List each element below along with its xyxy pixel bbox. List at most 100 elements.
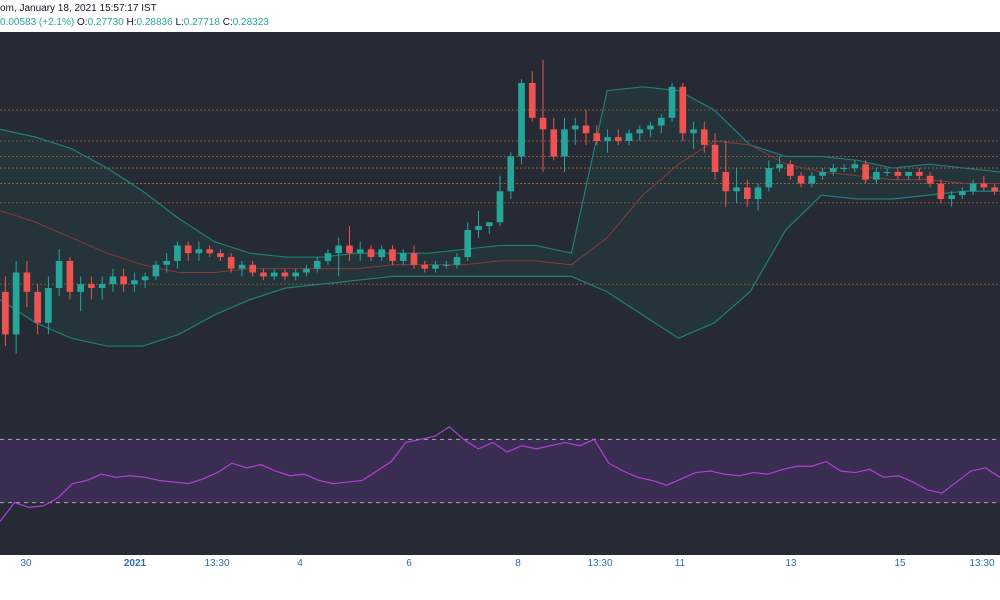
rsi-band-fill — [0, 439, 1000, 503]
candle-body — [141, 276, 149, 281]
candle-body — [195, 249, 203, 254]
candle-body — [206, 249, 214, 254]
candle-body — [442, 264, 450, 266]
candle-body — [905, 171, 912, 176]
bollinger-lower-band — [0, 190, 1000, 347]
candle-body — [539, 117, 547, 130]
x-tick-label: 30 — [20, 558, 32, 569]
x-tick-label: 11 — [674, 558, 686, 569]
candle-body — [378, 249, 386, 258]
candle-body — [614, 137, 622, 141]
candle-body — [313, 260, 321, 269]
candle-body — [496, 191, 504, 223]
candle-body — [507, 156, 515, 192]
candle-body — [980, 183, 988, 188]
candle-body — [937, 183, 945, 200]
candle-body — [754, 187, 762, 200]
candle-body — [346, 245, 353, 254]
candle-body — [324, 253, 332, 261]
x-tick-label: 8 — [515, 558, 521, 569]
candle-body — [399, 253, 407, 261]
candle-body — [475, 226, 482, 230]
candle-body — [270, 272, 278, 277]
candle-body — [23, 272, 31, 292]
candle-body — [894, 171, 902, 176]
candle-body — [830, 168, 837, 172]
candle-body — [174, 245, 181, 261]
bottom-margin — [0, 574, 1000, 600]
candle-body — [593, 133, 601, 141]
candle-body — [109, 276, 117, 285]
candle-body — [722, 171, 730, 192]
candle-body — [647, 125, 654, 130]
candle-body — [184, 245, 192, 254]
candle-body — [485, 222, 493, 227]
candle-body — [926, 175, 934, 184]
candle-body — [518, 82, 525, 157]
candle-body — [786, 164, 794, 176]
candle-body — [959, 191, 966, 196]
bollinger-upper-band — [0, 86, 1000, 258]
candle-body — [711, 144, 719, 172]
time-axis[interactable]: 30 2021 13:30 4 6 8 13:30 11 13 15 13:30 — [0, 555, 1000, 574]
x-tick-label: 13:30 — [969, 558, 995, 569]
candle-body — [873, 171, 880, 180]
candle-body — [367, 249, 375, 258]
candle-body — [851, 164, 859, 169]
candle-body — [131, 280, 138, 285]
candle-body — [12, 272, 20, 335]
candle-body — [733, 187, 740, 192]
candle-body — [410, 253, 418, 265]
candle-body — [77, 284, 84, 292]
chart-area[interactable] — [0, 32, 1000, 555]
candle-body — [582, 125, 590, 134]
open-value: 0.27730 — [87, 17, 124, 28]
x-tick-label: 4 — [297, 558, 303, 569]
candle-body — [690, 129, 697, 134]
high-value: 0.28836 — [136, 17, 173, 28]
candle-body — [55, 260, 63, 289]
candle-body — [292, 272, 300, 277]
candle-body — [88, 284, 95, 289]
chart-title-timestamp: om, January 18, 2021 15:57:17 IST — [0, 3, 157, 14]
candle-body — [743, 187, 751, 200]
candle-body — [249, 264, 257, 273]
candle-body — [98, 284, 106, 289]
candle-body — [421, 264, 429, 269]
candle-body — [356, 249, 364, 254]
x-tick-label: 13:30 — [587, 558, 613, 569]
close-label: C: — [222, 17, 233, 28]
candle-body — [120, 276, 127, 285]
rsi-line — [0, 426, 1000, 522]
candle-body — [797, 175, 805, 184]
candle-body — [453, 257, 461, 265]
candle-body — [700, 129, 708, 145]
candle-body — [819, 171, 826, 176]
candle-body — [2, 291, 9, 335]
price-change: 0.00583 (+2.1%) — [0, 17, 75, 28]
candle-body — [464, 229, 472, 258]
candle-body — [528, 82, 536, 118]
high-label: H: — [126, 17, 137, 28]
candle-body — [281, 272, 289, 277]
candle-body — [625, 133, 633, 141]
x-tick-label: 6 — [406, 558, 412, 569]
candle-body — [260, 272, 267, 277]
candle-body — [34, 291, 41, 323]
candle-body — [45, 288, 52, 323]
candlestick-chart[interactable] — [0, 32, 1000, 555]
x-tick-label: 2021 — [123, 558, 147, 569]
candle-body — [883, 171, 891, 173]
candle-body — [66, 260, 74, 292]
candle-body — [657, 117, 665, 126]
candle-body — [550, 129, 558, 157]
candle-body — [776, 164, 783, 169]
x-tick-label: 13:30 — [204, 558, 230, 569]
candle-body — [991, 187, 998, 192]
candle-body — [163, 260, 170, 265]
candle-body — [389, 249, 396, 261]
candle-body — [561, 129, 568, 157]
candle-body — [840, 168, 848, 170]
candle-body — [916, 171, 923, 176]
low-value: 0.27718 — [183, 17, 220, 28]
